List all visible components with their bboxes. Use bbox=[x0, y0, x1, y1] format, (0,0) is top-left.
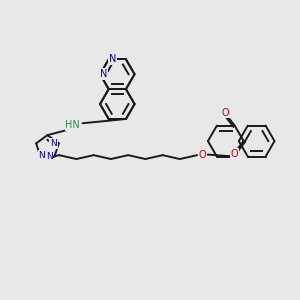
Text: N: N bbox=[109, 54, 116, 64]
Text: O: O bbox=[199, 150, 206, 160]
Text: O: O bbox=[222, 108, 230, 118]
Text: HN: HN bbox=[65, 120, 80, 130]
Text: N: N bbox=[39, 151, 45, 160]
Text: N: N bbox=[50, 139, 57, 148]
Text: O: O bbox=[231, 149, 238, 159]
Text: N: N bbox=[46, 152, 52, 161]
Text: N: N bbox=[100, 69, 107, 79]
